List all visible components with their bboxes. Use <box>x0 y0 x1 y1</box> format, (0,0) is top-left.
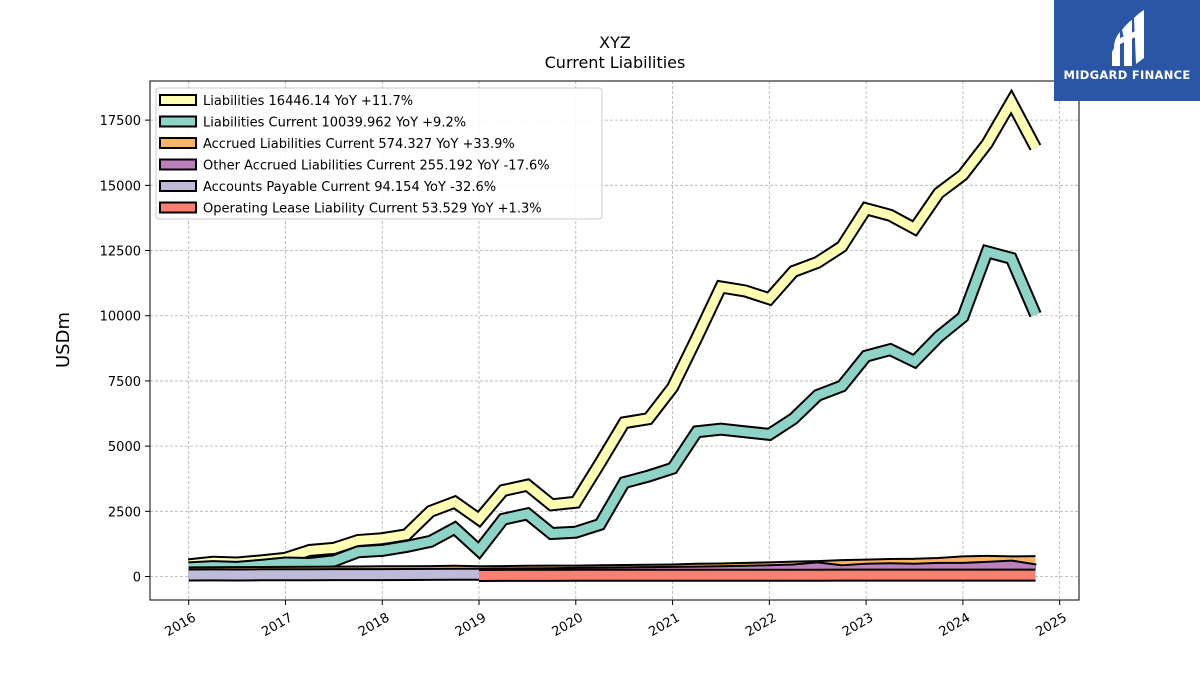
y-axis-label: USDm <box>53 312 74 368</box>
y-tick-label: 2500 <box>108 505 141 520</box>
legend-swatch <box>159 201 197 214</box>
legend-swatch <box>159 158 197 171</box>
y-tick-label: 10000 <box>100 310 141 325</box>
series-core <box>188 569 480 580</box>
x-tick-label: 2022 <box>743 610 779 640</box>
legend-entry: Liabilities Current 10039.962 YoY +9.2% <box>203 116 466 131</box>
y-tick-label: 5000 <box>108 440 141 455</box>
brand-logo: MIDGARD FINANCE <box>1054 0 1200 101</box>
legend-entry: Accounts Payable Current 94.154 YoY -32.… <box>203 180 496 195</box>
x-tick-label: 2021 <box>646 610 682 640</box>
legend-entry: Operating Lease Liability Current 53.529… <box>203 202 542 217</box>
x-tick-label: 2024 <box>937 610 973 640</box>
legend-entry: Other Accrued Liabilities Current 255.19… <box>203 159 550 174</box>
legend-entry: Accrued Liabilities Current 574.327 YoY … <box>203 137 515 152</box>
series-core <box>188 92 1040 570</box>
chart-subtitle: Current Liabilities <box>545 53 686 72</box>
legend: Liabilities 16446.14 YoY +11.7% Liabiliti… <box>155 87 603 220</box>
y-tick-label: 7500 <box>108 375 141 390</box>
legend-box <box>155 87 603 220</box>
x-tick-label: 2016 <box>163 610 199 640</box>
x-tick-label: 2023 <box>840 610 876 640</box>
y-tick-label: 17500 <box>100 114 141 129</box>
y-tick-label: 12500 <box>100 245 141 260</box>
chart-title: XYZ <box>599 33 631 52</box>
logo-text: MIDGARD FINANCE <box>1063 68 1191 82</box>
plot-area <box>188 88 1042 582</box>
series-line <box>188 243 1042 575</box>
y-tick-label: 0 <box>133 571 141 586</box>
legend-swatch <box>159 180 197 192</box>
y-tick-label: 15000 <box>100 179 141 194</box>
x-tick-label: 2017 <box>259 610 295 640</box>
axes-frame <box>149 80 1080 601</box>
legend-swatch <box>159 94 197 106</box>
x-tick-label: 2019 <box>453 610 489 640</box>
x-tick-label: 2025 <box>1033 610 1069 640</box>
series-outline <box>188 243 1042 575</box>
x-tick-label: 2020 <box>550 610 586 640</box>
x-tick-label: 2018 <box>356 610 392 640</box>
legend-entry: Liabilities 16446.14 YoY +11.7% <box>203 94 413 109</box>
legend-swatch <box>159 115 197 128</box>
series-core <box>188 246 1040 573</box>
logo-mark-icon <box>1112 10 1144 66</box>
series-line <box>188 567 480 582</box>
legend-swatch <box>159 137 197 149</box>
series-line <box>188 88 1042 572</box>
